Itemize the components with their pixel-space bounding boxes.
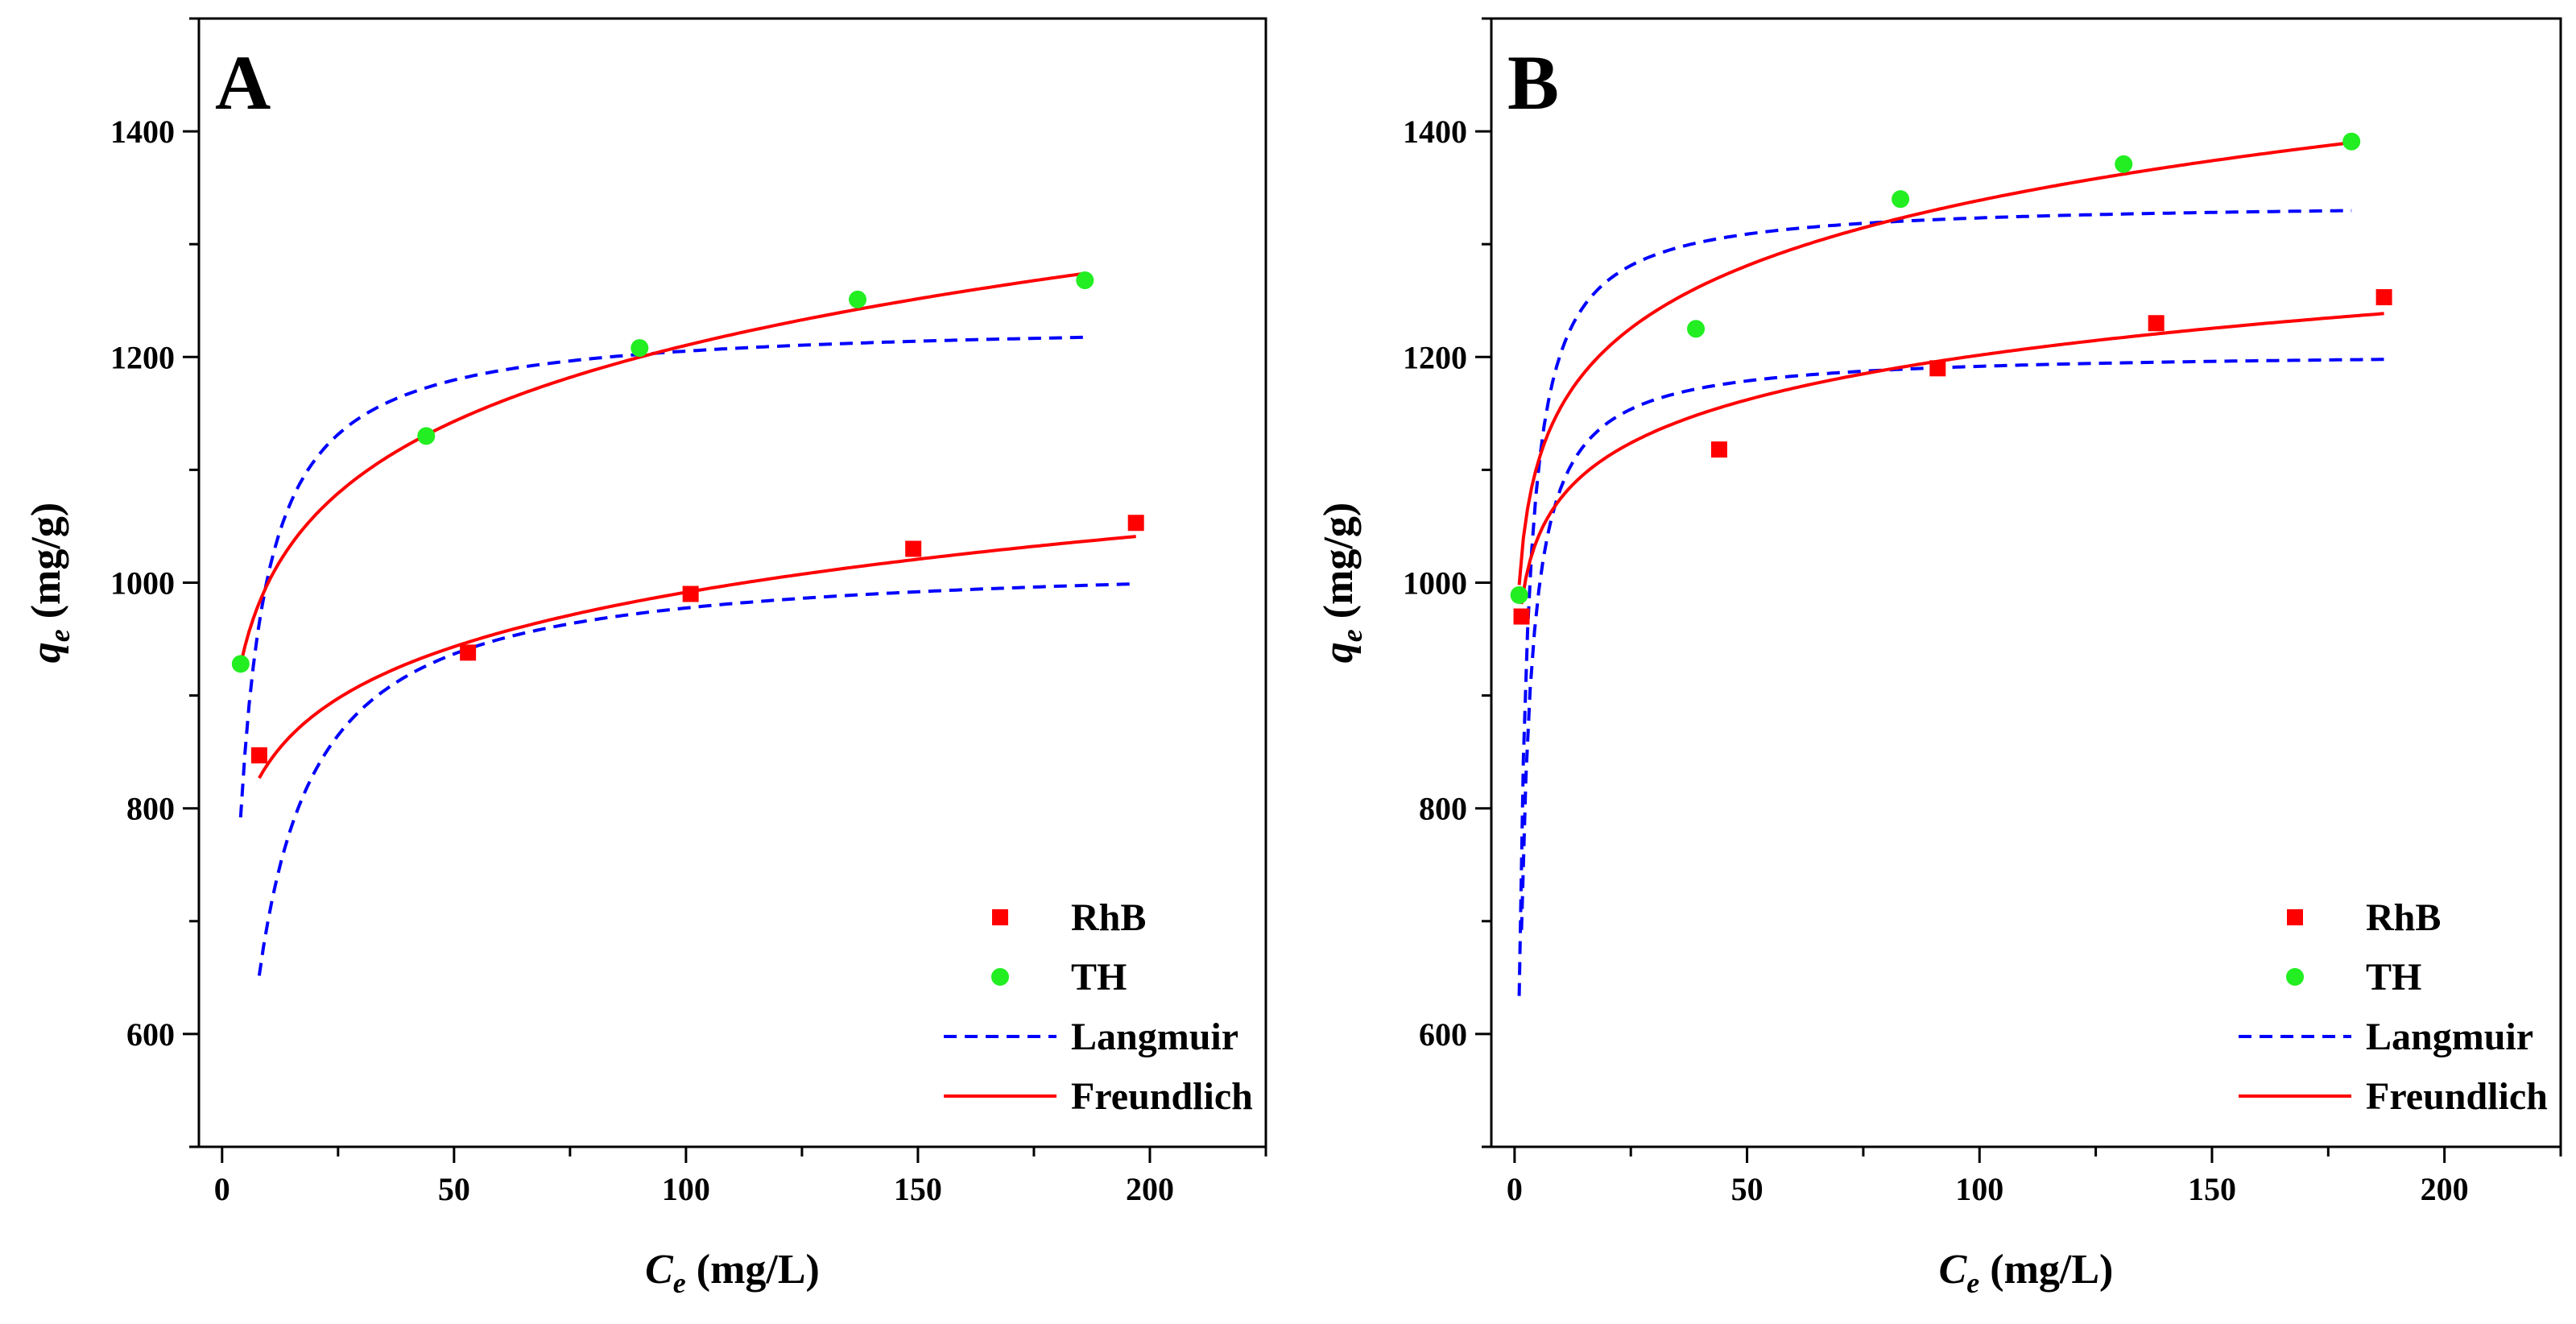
data-point-rhb [905, 540, 922, 557]
freundlich-fit-th [1517, 141, 2352, 585]
freundlich-fit-rhb [258, 535, 1136, 780]
data-point-th [2115, 155, 2133, 173]
y-tick-label: 600 [126, 1016, 175, 1053]
langmuir-fit-th [1517, 209, 2352, 996]
y-tick-label: 800 [1419, 791, 1467, 827]
y-axis-unit: (mg/g) [23, 503, 69, 629]
y-axis-var: q [23, 642, 69, 663]
data-point-rhb [1513, 608, 1530, 625]
legend-label-rhb: RhB [2366, 896, 2441, 939]
y-tick-label: 1400 [1403, 114, 1467, 150]
data-point-rhb [682, 585, 699, 602]
x-tick-label: 0 [214, 1171, 230, 1207]
y-tick-label: 800 [126, 791, 175, 827]
data-point-th [1510, 585, 1528, 604]
legend-symbol-th [991, 968, 1009, 986]
panel-b: 0 50 100 150 200 600 800 1000 1200 1400 B Ce (mg/L)… [1316, 17, 2562, 1299]
data-point-th [1076, 271, 1094, 290]
legend-symbol-rhb [992, 909, 1008, 925]
x-axis-title: Ce (mg/L) [1939, 1247, 2114, 1299]
data-point-rhb [250, 747, 267, 763]
x-tick-label: 200 [1126, 1171, 1174, 1207]
y-tick-label: 1000 [110, 565, 175, 602]
y-axis-title: qe (mg/g) [23, 503, 76, 663]
freundlich-fit-th [238, 271, 1085, 665]
x-axis-var: C [645, 1247, 674, 1293]
legend-symbol-th [2286, 968, 2304, 986]
x-axis-sub: e [673, 1267, 686, 1299]
data-point-th [631, 339, 649, 358]
x-axis-unit: (mg/L) [686, 1247, 820, 1293]
y-axis-sub: e [43, 629, 76, 642]
data-point-th [849, 290, 867, 308]
panel-a: 0 50 100 150 200 600 800 1000 1200 1400 A Ce (mg/L)… [23, 17, 1267, 1299]
data-point-rhb [1710, 441, 1727, 458]
langmuir-fit-rhb [257, 582, 1136, 976]
panel-label: B [1507, 39, 1559, 126]
data-point-th [1687, 320, 1706, 338]
data-point-th [231, 655, 250, 673]
x-tick-label: 50 [438, 1171, 470, 1207]
legend-label-langmuir: Langmuir [2366, 1016, 2533, 1058]
x-tick-label: 200 [2421, 1171, 2469, 1207]
langmuir-fit-rhb [1520, 358, 2384, 930]
y-axis-var: q [1316, 642, 1362, 663]
y-tick-label: 1400 [110, 114, 175, 150]
y-axis-unit: (mg/g) [1316, 503, 1362, 629]
legend-label-freundlich: Freundlich [2366, 1075, 2548, 1118]
legend-label-rhb: RhB [1071, 896, 1146, 939]
x-axis-unit: (mg/L) [1979, 1247, 2113, 1293]
data-point-th [2342, 132, 2361, 151]
legend-label-th: TH [1071, 956, 1127, 999]
x-tick-label: 50 [1731, 1171, 1764, 1207]
freundlich-fit-rhb [1520, 312, 2384, 605]
y-tick-label: 1200 [1403, 339, 1467, 375]
y-axis-sub: e [1336, 629, 1368, 642]
x-tick-label: 100 [662, 1171, 710, 1207]
langmuir-fit-th [238, 335, 1085, 818]
data-point-rhb [460, 644, 477, 661]
y-tick-label: 1000 [1403, 565, 1467, 602]
data-point-rhb [1929, 360, 1946, 377]
data-point-rhb [2375, 289, 2392, 306]
legend-symbol-rhb [2287, 909, 2303, 925]
x-tick-label: 150 [894, 1171, 942, 1207]
y-axis-title: qe (mg/g) [1316, 503, 1368, 663]
x-tick-label: 0 [1507, 1171, 1523, 1207]
data-point-rhb [1127, 515, 1144, 532]
x-axis-var: C [1939, 1247, 1968, 1293]
x-axis-title: Ce (mg/L) [645, 1247, 820, 1299]
x-axis-sub: e [1966, 1267, 1979, 1299]
legend-label-langmuir: Langmuir [1071, 1016, 1238, 1058]
x-tick-label: 150 [2188, 1171, 2236, 1207]
data-point-th [1892, 190, 1910, 209]
data-point-th [417, 427, 436, 445]
data-point-rhb [2148, 315, 2165, 332]
y-tick-label: 1200 [110, 339, 175, 375]
y-tick-label: 600 [1419, 1016, 1467, 1053]
legend-label-th: TH [2366, 956, 2421, 999]
panel-label: A [215, 39, 271, 126]
legend-label-freundlich: Freundlich [1071, 1075, 1253, 1118]
x-tick-label: 100 [1955, 1171, 2003, 1207]
